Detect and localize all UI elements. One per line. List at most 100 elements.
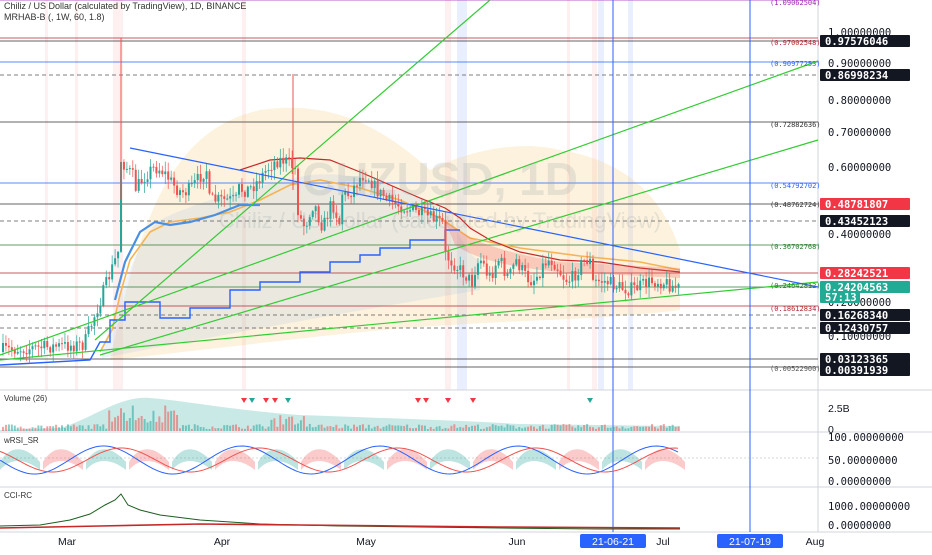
- price-label-text: 57:13: [825, 292, 857, 304]
- volume-bar: [122, 412, 125, 431]
- candle-body: [164, 171, 167, 175]
- time-axis[interactable]: Mar Apr May Jun Jul Aug 21-06-21 21-07-19: [58, 534, 825, 548]
- candle-body: [391, 194, 394, 202]
- fib-level-label: (0.18612834): [770, 305, 821, 313]
- volume-bar: [485, 427, 488, 431]
- volume-pane-label[interactable]: Volume (26): [4, 394, 48, 403]
- volume-bar: [668, 425, 671, 431]
- candle-body: [285, 157, 288, 164]
- candle-body: [2, 343, 4, 352]
- chart-title[interactable]: Chiliz / US Dollar (calculated by Tradin…: [4, 1, 247, 11]
- candle-body: [149, 166, 152, 180]
- volume-bar: [232, 424, 235, 431]
- volume-bar: [311, 427, 314, 431]
- candle-body: [356, 185, 358, 187]
- candle-body: [533, 280, 535, 286]
- volume-bar: [627, 428, 630, 431]
- price-tick-label: 0.40000000: [828, 229, 891, 241]
- volume-bar: [297, 423, 299, 431]
- volume-bar: [69, 426, 72, 431]
- signal-marker: [249, 398, 255, 403]
- rsi-line: [0, 445, 679, 475]
- volume-bar: [202, 427, 205, 431]
- cci-pane-label[interactable]: CCI-RC: [4, 491, 32, 500]
- volume-bar: [518, 426, 521, 431]
- volume-bar: [420, 425, 423, 431]
- volume-pane[interactable]: [0, 397, 680, 431]
- volume-bar: [471, 425, 474, 431]
- candle-body: [208, 171, 211, 194]
- candle-body: [25, 352, 28, 355]
- volume-bar: [13, 425, 16, 431]
- volume-bar: [282, 424, 285, 431]
- fib-level-label: (0.24642812): [770, 282, 821, 290]
- volume-bar: [651, 424, 653, 431]
- volume-bar: [515, 428, 518, 431]
- volume-bar: [618, 428, 621, 431]
- candle-body: [152, 166, 155, 168]
- trendlines[interactable]: [0, 0, 819, 361]
- volume-bar: [441, 428, 444, 431]
- price-label-text: 0.28242521: [825, 268, 888, 280]
- volume-bar: [397, 425, 400, 431]
- volume-bar: [149, 421, 152, 431]
- horizontal-levels[interactable]: [0, 0, 818, 368]
- candle-body: [140, 178, 143, 184]
- volume-bar: [302, 416, 305, 431]
- candle-body: [137, 178, 140, 191]
- candle-body: [530, 282, 533, 286]
- volume-bar: [99, 426, 102, 431]
- volume-bar: [459, 426, 462, 431]
- volume-bar: [317, 424, 320, 431]
- vertical-markers[interactable]: [612, 0, 751, 532]
- volume-bar: [347, 425, 350, 431]
- signal-marker: [263, 398, 269, 403]
- candle-body: [420, 207, 423, 216]
- candle-body: [199, 173, 202, 182]
- volume-bar: [444, 427, 447, 431]
- volume-bar: [173, 410, 176, 431]
- wrsi-pane[interactable]: [0, 445, 818, 475]
- volume-bar: [364, 428, 367, 431]
- candle-body: [297, 168, 299, 216]
- candle-body: [114, 258, 117, 265]
- rsi-wave-fill: [215, 449, 255, 470]
- candle-body: [187, 183, 190, 196]
- volume-bar: [108, 410, 111, 431]
- candle-body: [31, 346, 34, 350]
- volume-bar: [412, 428, 415, 431]
- candle-body: [662, 284, 665, 289]
- volume-bar: [462, 427, 465, 431]
- candlesticks[interactable]: [2, 38, 680, 364]
- volume-bar: [376, 425, 379, 431]
- candle-body: [556, 269, 559, 271]
- volume-bar: [279, 415, 282, 431]
- price-label-text: 0.12430757: [825, 323, 888, 335]
- signal-marker: [423, 398, 429, 403]
- wrsi-tick-label: 0.00000000: [828, 476, 891, 488]
- candle-body: [279, 157, 282, 168]
- volume-bar: [559, 425, 562, 431]
- price-label-box: [820, 353, 910, 365]
- fib-level-label: (0.36702768): [770, 243, 821, 251]
- candle-body: [633, 282, 636, 286]
- candle-body: [636, 285, 639, 291]
- candle-body: [423, 207, 426, 210]
- wrsi-tick-label: 100.00000000: [828, 432, 904, 444]
- volume-bar: [438, 426, 441, 431]
- candle-body: [167, 171, 170, 180]
- price-axis[interactable]: 1.000000000.900000000.800000000.70000000…: [820, 27, 910, 532]
- candle-body: [320, 222, 323, 231]
- indicator-legend[interactable]: MRHAB-B (, 1W, 60, 1.8): [4, 12, 105, 22]
- volume-bar: [356, 426, 358, 431]
- wrsi-pane-label[interactable]: wRSI_SR: [4, 436, 39, 445]
- volume-bar: [308, 423, 311, 431]
- candle-body: [96, 313, 99, 318]
- cci-pane[interactable]: [0, 493, 681, 530]
- volume-bar: [391, 425, 394, 431]
- candle-body: [541, 263, 544, 278]
- time-highlight-box: [580, 534, 646, 548]
- blue-session-band: [457, 0, 467, 390]
- candle-body: [332, 201, 335, 213]
